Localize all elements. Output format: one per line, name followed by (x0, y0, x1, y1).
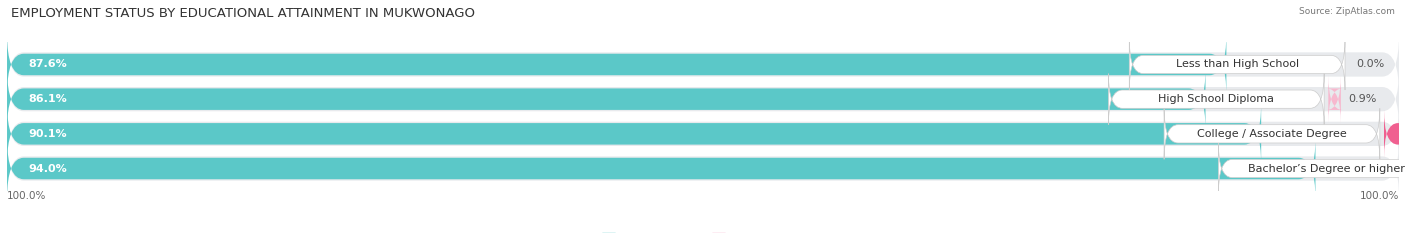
Text: Bachelor’s Degree or higher: Bachelor’s Degree or higher (1247, 164, 1405, 174)
Text: 0.9%: 0.9% (1348, 94, 1376, 104)
FancyBboxPatch shape (1164, 108, 1379, 159)
Text: 94.0%: 94.0% (28, 164, 66, 174)
Text: Source: ZipAtlas.com: Source: ZipAtlas.com (1299, 7, 1395, 16)
Text: High School Diploma: High School Diploma (1159, 94, 1274, 104)
FancyBboxPatch shape (7, 34, 1226, 95)
Text: Less than High School: Less than High School (1175, 59, 1299, 69)
FancyBboxPatch shape (7, 103, 1261, 165)
FancyBboxPatch shape (7, 139, 1399, 198)
FancyBboxPatch shape (7, 104, 1399, 163)
Text: 86.1%: 86.1% (28, 94, 66, 104)
Text: College / Associate Degree: College / Associate Degree (1197, 129, 1347, 139)
FancyBboxPatch shape (1108, 74, 1324, 125)
FancyBboxPatch shape (1219, 143, 1406, 194)
FancyBboxPatch shape (7, 68, 1205, 130)
Text: 90.1%: 90.1% (28, 129, 66, 139)
FancyBboxPatch shape (1384, 110, 1406, 158)
FancyBboxPatch shape (1129, 39, 1346, 90)
Text: EMPLOYMENT STATUS BY EDUCATIONAL ATTAINMENT IN MUKWONAGO: EMPLOYMENT STATUS BY EDUCATIONAL ATTAINM… (11, 7, 475, 20)
Text: 100.0%: 100.0% (1360, 191, 1399, 201)
Legend: In Labor Force, Unemployed: In Labor Force, Unemployed (598, 229, 808, 233)
FancyBboxPatch shape (7, 138, 1316, 199)
Text: 100.0%: 100.0% (7, 191, 46, 201)
Text: 87.6%: 87.6% (28, 59, 66, 69)
FancyBboxPatch shape (1327, 75, 1343, 123)
FancyBboxPatch shape (7, 70, 1399, 129)
FancyBboxPatch shape (7, 35, 1399, 94)
Text: 0.0%: 0.0% (1357, 59, 1385, 69)
